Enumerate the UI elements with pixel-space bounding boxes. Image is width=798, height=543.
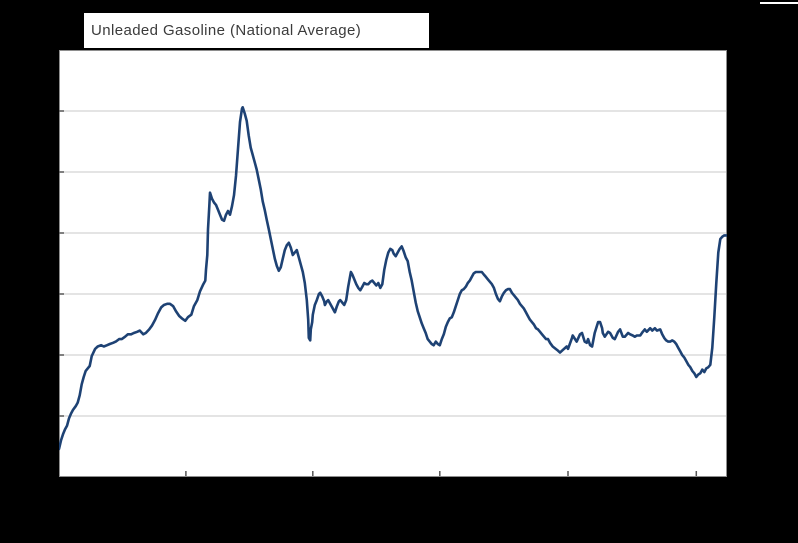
chart-title: Unleaded Gasoline (National Average) (91, 22, 362, 39)
plot-area (59, 50, 727, 477)
chart-title-box: Unleaded Gasoline (National Average) (84, 13, 429, 48)
top-right-artifact (760, 2, 798, 4)
price-line-chart (59, 50, 727, 477)
